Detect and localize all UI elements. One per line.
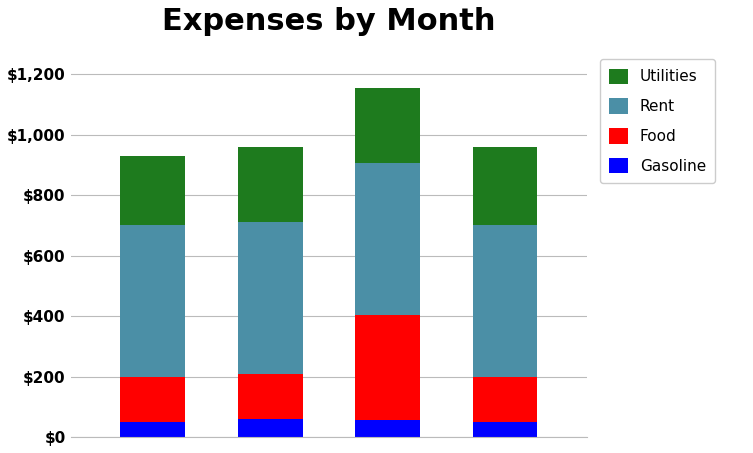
Bar xyxy=(355,314,420,420)
Bar xyxy=(120,422,185,437)
Bar xyxy=(238,374,303,419)
Bar xyxy=(473,225,538,376)
Bar xyxy=(120,156,185,225)
Bar xyxy=(355,88,420,164)
Bar xyxy=(238,419,303,437)
Legend: Utilities, Rent, Food, Gasoline: Utilities, Rent, Food, Gasoline xyxy=(600,59,715,183)
Title: Expenses by Month: Expenses by Month xyxy=(162,7,495,36)
Bar xyxy=(120,225,185,376)
Bar xyxy=(238,222,303,374)
Bar xyxy=(355,420,420,437)
Bar xyxy=(238,147,303,222)
Bar xyxy=(120,376,185,422)
Bar xyxy=(473,147,538,225)
Bar xyxy=(355,164,420,314)
Bar xyxy=(473,422,538,437)
Bar xyxy=(473,376,538,422)
